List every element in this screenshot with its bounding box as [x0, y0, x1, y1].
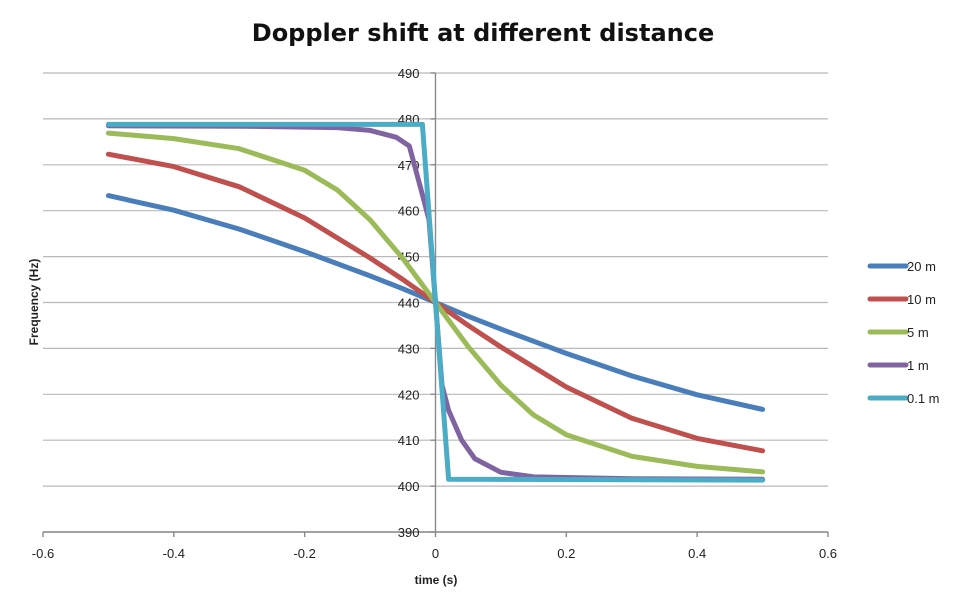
- series-line-0_1m: [105, 121, 766, 483]
- x-tick-label: 0.2: [557, 546, 575, 561]
- y-tick-label: 460: [398, 204, 420, 219]
- y-tick-label: 420: [398, 387, 420, 402]
- x-tick-label: 0.6: [819, 546, 837, 561]
- y-tick-label: 390: [398, 525, 420, 540]
- legend-label: 5 m: [907, 325, 929, 340]
- x-tick-label: -0.2: [293, 546, 315, 561]
- y-tick-label: 440: [398, 296, 420, 311]
- x-tick-label: -0.4: [163, 546, 185, 561]
- series-lines: [105, 121, 766, 483]
- y-tick-label: 400: [398, 479, 420, 494]
- y-tick-label: 430: [398, 341, 420, 356]
- x-tick-label: 0.4: [688, 546, 706, 561]
- legend-item: 5 m: [867, 325, 929, 340]
- y-axis-label: Frequency (Hz): [27, 259, 41, 346]
- legend-item: 20 m: [867, 259, 936, 274]
- legend-item: 0.1 m: [867, 391, 940, 406]
- y-tick-label: 410: [398, 433, 420, 448]
- x-tick-label: -0.6: [32, 546, 54, 561]
- x-tick-label: 0: [432, 546, 439, 561]
- legend: 20 m 10 m 5 m 1 m 0.1 m: [867, 259, 940, 406]
- y-tick-label: 490: [398, 66, 420, 81]
- axes: [42, 72, 829, 537]
- chart-title: Doppler shift at different distance: [252, 19, 714, 47]
- legend-label: 0.1 m: [907, 391, 940, 406]
- legend-label: 10 m: [907, 292, 936, 307]
- legend-item: 10 m: [867, 292, 936, 307]
- x-axis-label: time (s): [415, 573, 458, 587]
- legend-item: 1 m: [867, 358, 929, 373]
- legend-label: 1 m: [907, 358, 929, 373]
- legend-label: 20 m: [907, 259, 936, 274]
